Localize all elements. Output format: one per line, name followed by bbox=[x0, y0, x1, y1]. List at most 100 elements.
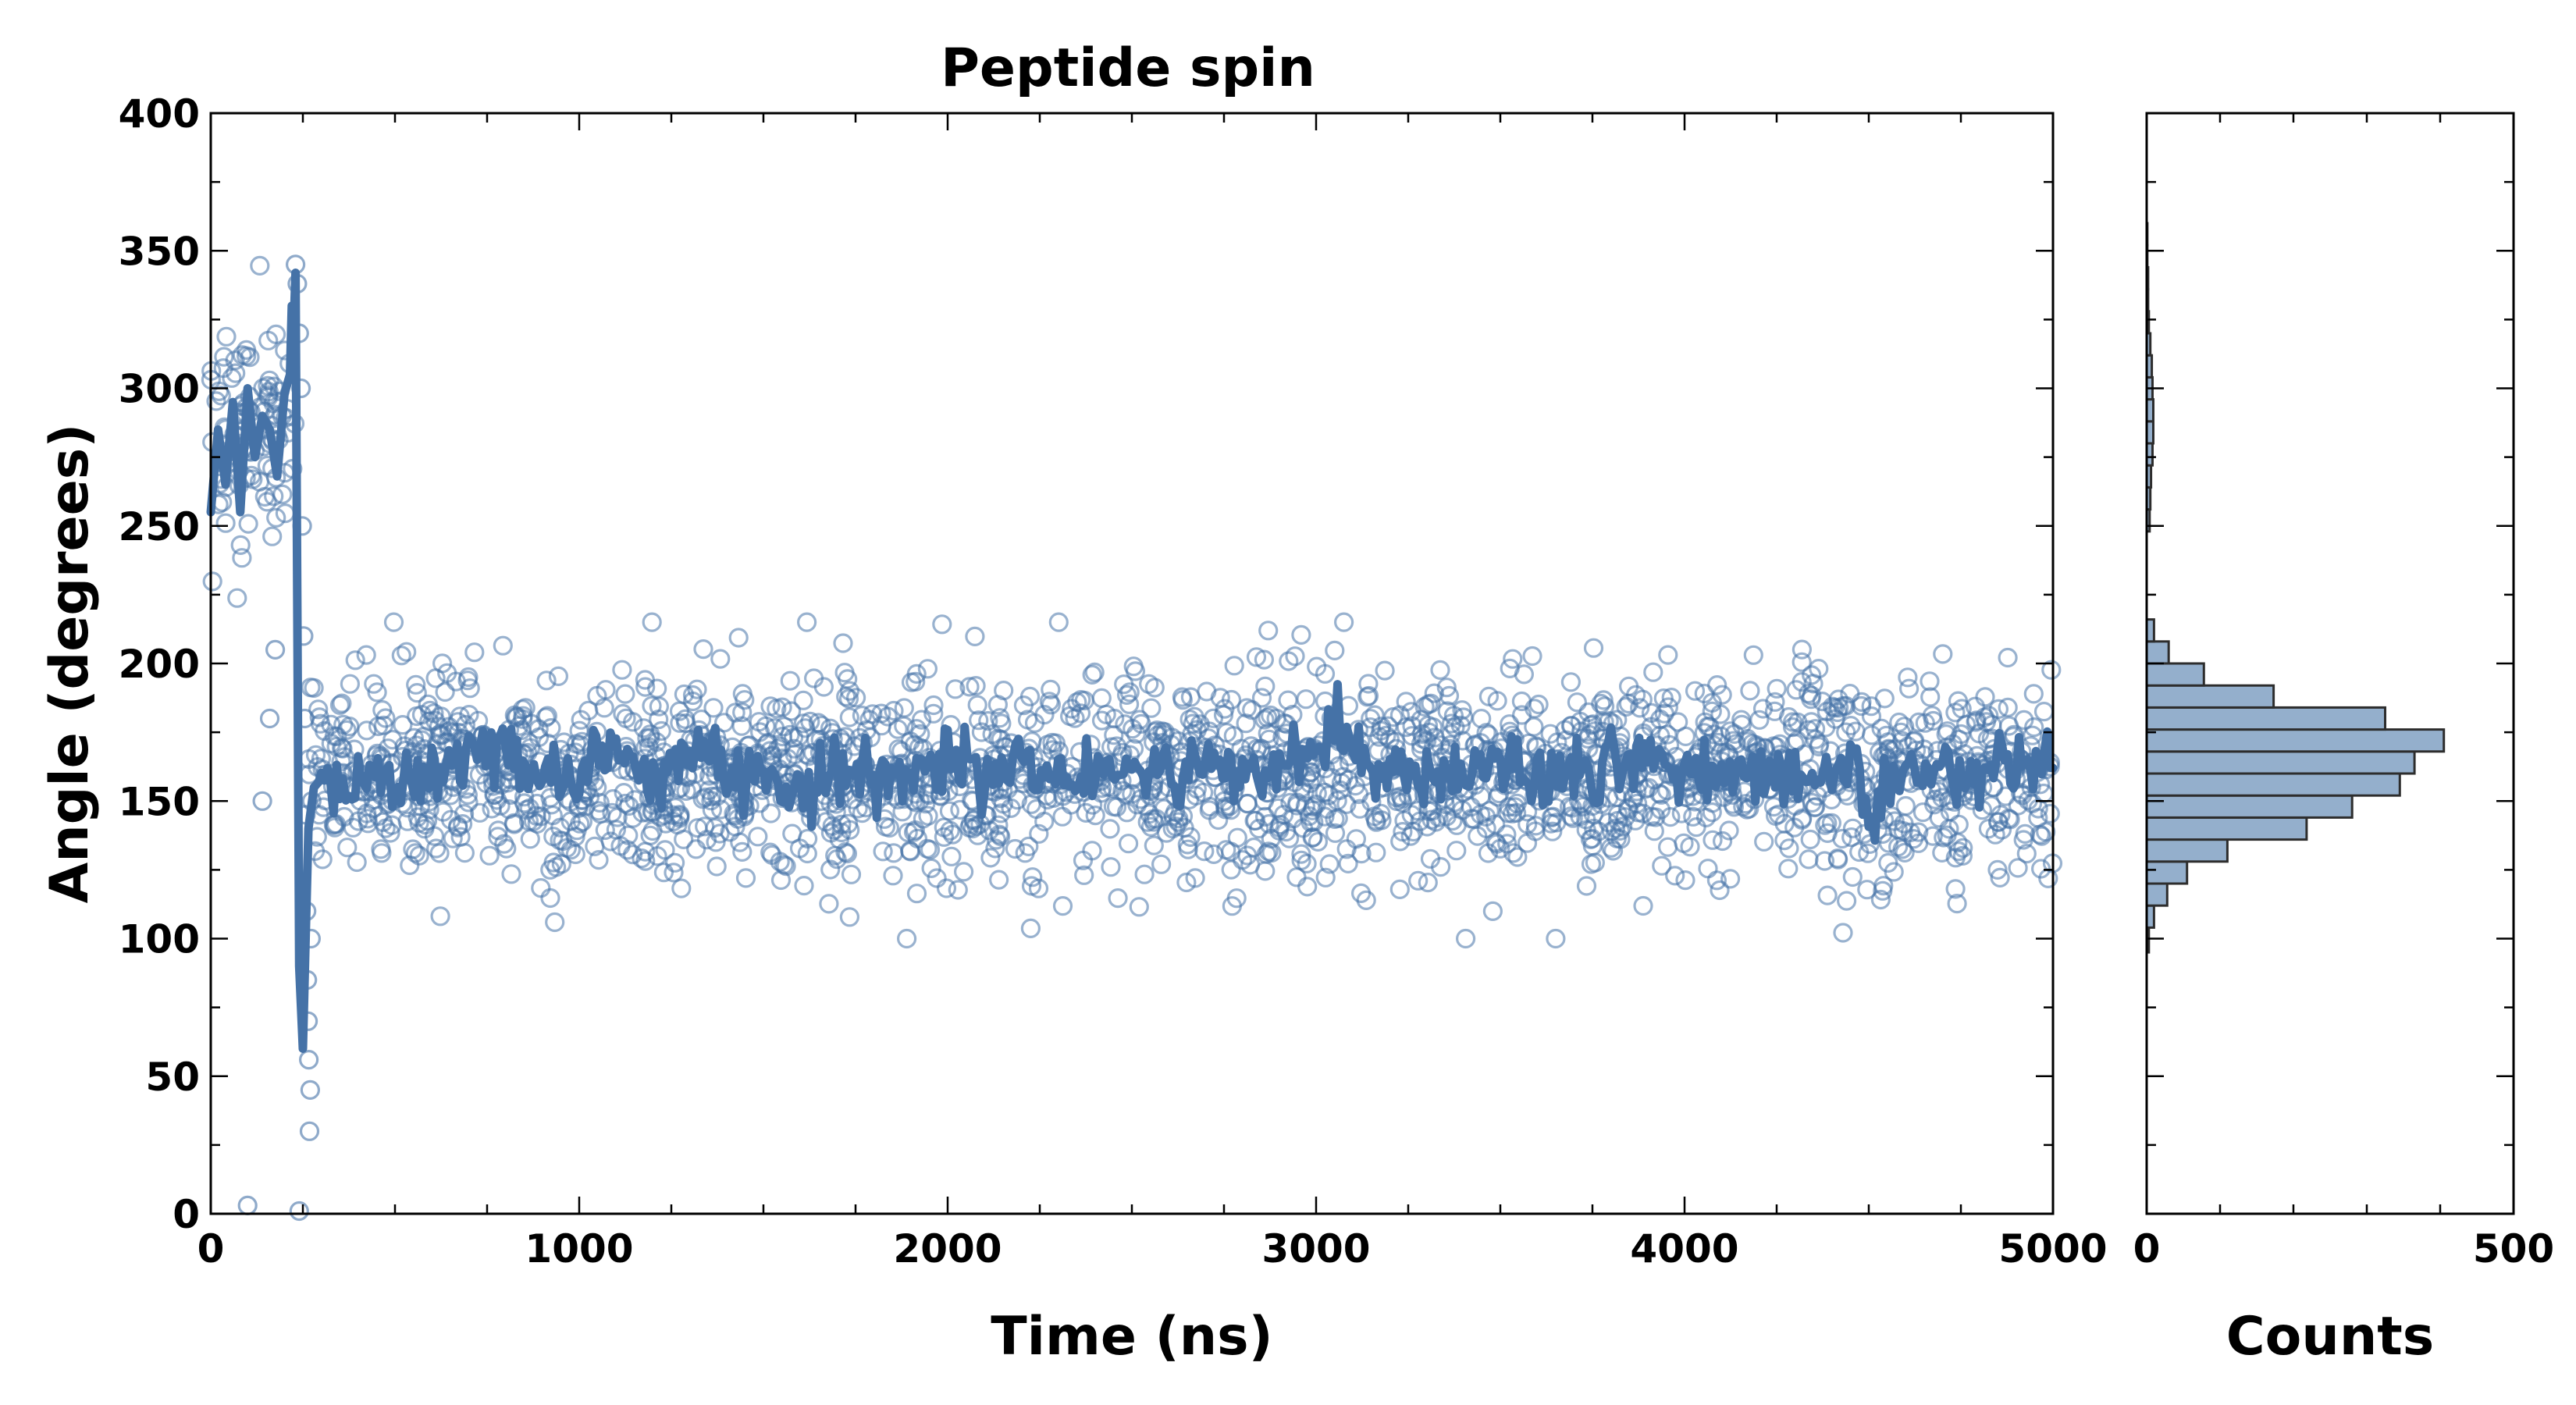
scatter-point bbox=[1525, 816, 1546, 836]
histogram-x-tick-label: 500 bbox=[2473, 1226, 2554, 1272]
scatter-point bbox=[393, 714, 413, 735]
scatter-point bbox=[1658, 837, 1678, 857]
scatter-point bbox=[329, 695, 350, 715]
scatter-point bbox=[1291, 844, 1311, 864]
scatter-point bbox=[1254, 806, 1276, 827]
scatter-point bbox=[215, 513, 236, 533]
scatter-point bbox=[1842, 818, 1863, 838]
histogram-x-tick-labels: 0 500 bbox=[2133, 1226, 2555, 1272]
scatter-point bbox=[309, 707, 329, 727]
scatter-point bbox=[337, 838, 358, 858]
scatter-point bbox=[728, 628, 749, 648]
scatter-point bbox=[674, 829, 694, 850]
scatter-point bbox=[258, 330, 279, 350]
scatter-point bbox=[1940, 802, 1960, 822]
histogram-bars bbox=[2145, 222, 2446, 954]
scatter-point bbox=[1430, 660, 1450, 681]
scatter-point bbox=[852, 802, 873, 823]
scatter-point bbox=[669, 701, 690, 721]
scatter-point bbox=[265, 639, 286, 660]
scatter-point bbox=[1652, 855, 1672, 876]
scatter-point bbox=[1437, 701, 1457, 721]
y-tick-label: 350 bbox=[119, 229, 200, 274]
scatter-point bbox=[1258, 707, 1278, 727]
scatter-point bbox=[1446, 841, 1467, 861]
scatter-point bbox=[681, 779, 703, 799]
scatter-point bbox=[1675, 870, 1695, 891]
scatter-point bbox=[1390, 831, 1411, 852]
scatter-point bbox=[1833, 923, 1853, 943]
scatter-point bbox=[1654, 703, 1674, 724]
scatter-point bbox=[1806, 797, 1826, 817]
scatter-point bbox=[1210, 688, 1230, 708]
scatter-point bbox=[1076, 802, 1096, 823]
scatter-point bbox=[1858, 843, 1878, 863]
scatter-point bbox=[647, 846, 667, 866]
scatter-point bbox=[499, 799, 519, 820]
scatter-point bbox=[429, 843, 450, 863]
scatter-point bbox=[941, 846, 962, 866]
scatter-point bbox=[424, 826, 445, 846]
scatter-point bbox=[1085, 805, 1105, 826]
scatter-point bbox=[356, 645, 376, 665]
scatter-point bbox=[1988, 699, 2008, 720]
scatter-point bbox=[1607, 710, 1628, 730]
scatter-point bbox=[407, 682, 427, 703]
scatter-point bbox=[642, 695, 662, 716]
scatter-point bbox=[642, 612, 662, 632]
scatter-point bbox=[1144, 812, 1164, 832]
scatter-point bbox=[1817, 813, 1838, 834]
scatter-point bbox=[1443, 810, 1463, 831]
histogram-bar bbox=[2145, 750, 2416, 775]
scatter-point bbox=[1389, 879, 1410, 900]
scatter-point bbox=[1898, 667, 1918, 688]
scatter-point bbox=[2023, 684, 2044, 704]
scatter-point bbox=[1861, 706, 1882, 727]
scatter-point bbox=[202, 571, 222, 592]
scatter-point bbox=[470, 802, 490, 823]
scatter-point bbox=[1909, 833, 1929, 853]
scatter-point bbox=[1333, 612, 1354, 632]
scatter-point bbox=[1987, 812, 2008, 832]
scatter-point bbox=[1653, 688, 1674, 709]
scatter-point bbox=[1703, 830, 1723, 850]
scatter-point bbox=[839, 907, 860, 927]
scatter-point bbox=[1660, 806, 1681, 827]
scatter-point bbox=[1407, 801, 1428, 821]
scatter-point bbox=[1141, 698, 1162, 718]
scatter-point bbox=[623, 712, 643, 732]
scatter-point bbox=[819, 894, 839, 914]
scatter-point bbox=[1338, 853, 1358, 874]
scatter-point bbox=[1154, 799, 1174, 819]
scatter-point bbox=[570, 813, 590, 834]
scatter-point bbox=[732, 684, 753, 704]
scatter-point bbox=[921, 858, 941, 879]
scatter-point bbox=[1511, 705, 1532, 725]
scatter-point bbox=[1315, 663, 1336, 684]
scatter-point bbox=[1067, 692, 1087, 713]
scatter-point bbox=[1778, 859, 1799, 879]
scatter-point bbox=[1932, 842, 1952, 863]
scatter-point bbox=[1824, 698, 1845, 718]
scatter-point bbox=[863, 704, 883, 724]
scatter-point bbox=[1254, 649, 1275, 670]
scatter-point bbox=[1619, 799, 1639, 820]
scatter-point bbox=[300, 1080, 320, 1101]
scatter-point bbox=[1177, 834, 1197, 855]
x-tick-label: 1000 bbox=[525, 1226, 633, 1272]
histogram-bar bbox=[2145, 882, 2169, 907]
scatter-point bbox=[272, 484, 293, 505]
scatter-point bbox=[311, 749, 331, 769]
scatter-point bbox=[635, 851, 656, 871]
scatter-point bbox=[796, 744, 817, 765]
scatter-point bbox=[1116, 685, 1137, 706]
scatter-point bbox=[1052, 806, 1073, 827]
scatter-point bbox=[888, 739, 909, 759]
scatter-point bbox=[833, 633, 853, 653]
scatter-point bbox=[1576, 876, 1597, 896]
scatter-point bbox=[1561, 716, 1582, 736]
scatter-point bbox=[1402, 726, 1422, 746]
scatter-point bbox=[1325, 823, 1346, 843]
scatter-point bbox=[917, 659, 938, 679]
